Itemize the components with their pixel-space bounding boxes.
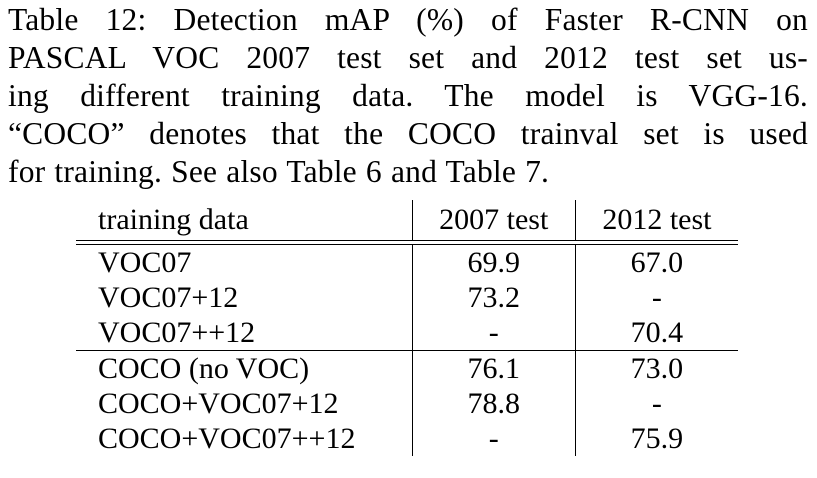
cell-2007-best: 78.8 <box>411 386 576 421</box>
table-row: VOC07+12 73.2 - <box>76 280 738 315</box>
cell-2007: 73.2 <box>411 280 576 315</box>
table-row: COCO (no VOC) 76.1 73.0 <box>76 350 738 386</box>
cell-2012: 70.4 <box>574 315 738 351</box>
cell-2007: 76.1 <box>411 350 576 386</box>
cell-2012: - <box>574 386 738 421</box>
cell-2007: 69.9 <box>411 244 576 280</box>
cell-training: COCO (no VOC) <box>76 350 413 386</box>
table-row: COCO+VOC07++12 - 75.9 <box>76 421 738 456</box>
cell-training: VOC07+12 <box>98 280 239 314</box>
caption-line: ing different training data. The model i… <box>8 78 808 113</box>
cell-2012: 67.0 <box>574 244 738 280</box>
table-row: VOC07 69.9 67.0 <box>76 244 738 280</box>
cell-training: COCO+VOC07+12 <box>98 386 339 420</box>
cell-training: COCO+VOC07++12 <box>98 421 356 455</box>
cell-2012: - <box>574 280 738 315</box>
results-table: training data 2007 test 2012 test VOC07 … <box>76 200 738 456</box>
table-row: VOC07++12 - 70.4 <box>76 315 738 351</box>
cell-training: VOC07++12 <box>98 315 256 349</box>
header-double-rule <box>76 240 738 245</box>
cell-2012: 73.0 <box>574 350 738 386</box>
caption-line: “COCO” denotes that the COCO trainval se… <box>8 116 808 151</box>
table-header-row: training data 2007 test 2012 test <box>76 200 738 241</box>
caption-line: PASCAL VOC 2007 test set and 2012 test s… <box>8 40 808 75</box>
cell-training: VOC07 <box>98 245 192 279</box>
header-training-data: training data <box>98 203 249 236</box>
cell-2007: - <box>411 315 576 351</box>
caption-line: Table 12: Detection mAP (%) of Faster R-… <box>8 2 808 37</box>
header-2012-test: 2012 test <box>574 200 738 241</box>
table-row: COCO+VOC07+12 78.8 - <box>76 386 738 421</box>
header-2007-test: 2007 test <box>411 200 576 241</box>
table-caption: Table 12: Detection mAP (%) of Faster R-… <box>8 1 808 191</box>
caption-line: for training. See also Table 6 and Table… <box>8 154 550 189</box>
cell-2007: - <box>411 421 576 456</box>
cell-2012-best: 75.9 <box>574 421 738 456</box>
